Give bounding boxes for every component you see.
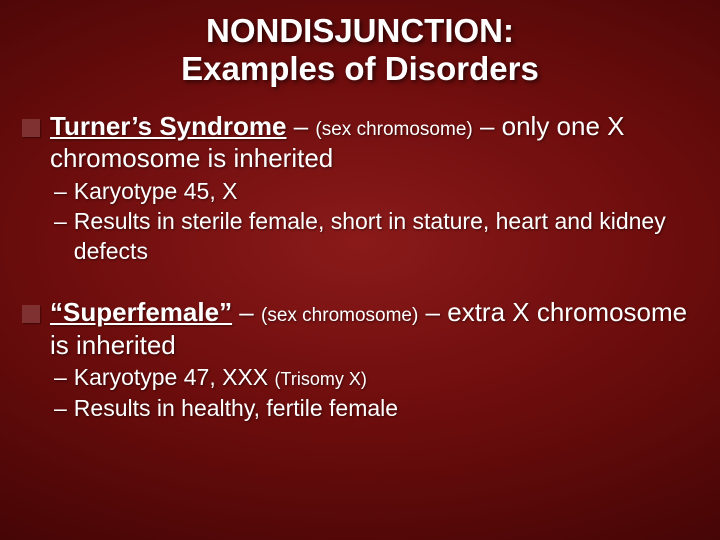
square-bullet-icon [22,305,40,323]
dash-icon: – [54,207,67,236]
note-sex-chromosome: (sex chromosome) [261,305,418,326]
title-line-2: Examples of Disorders [20,50,700,88]
slide-title: NONDISJUNCTION: Examples of Disorders [20,12,700,88]
square-bullet-icon [22,119,40,137]
sub-item: – Results in sterile female, short in st… [54,207,698,266]
sub-text-pre: Karyotype 47, XXX [74,364,275,390]
term-turners: Turner’s Syndrome [50,111,286,141]
dash: – [286,111,315,141]
bullet-turners-text: Turner’s Syndrome – (sex chromosome) – o… [50,110,698,175]
note-trisomy: (Trisomy X) [275,369,367,389]
sub-item: – Results in healthy, fertile female [54,394,698,423]
sub-list-turners: – Karyotype 45, X – Results in sterile f… [54,177,698,266]
sub-text: Results in sterile female, short in stat… [74,207,698,266]
sub-list-superfemale: – Karyotype 47, XXX (Trisomy X) – Result… [54,363,698,423]
bullet-turners: Turner’s Syndrome – (sex chromosome) – o… [22,110,698,175]
sub-item: – Karyotype 47, XXX (Trisomy X) [54,363,698,392]
dash-icon: – [54,177,67,206]
sub-text: Karyotype 47, XXX (Trisomy X) [74,363,367,392]
title-line-1: NONDISJUNCTION: [20,12,700,50]
term-superfemale: “Superfemale” [50,297,232,327]
sub-text: Results in healthy, fertile female [74,394,398,423]
slide-body: Turner’s Syndrome – (sex chromosome) – o… [20,110,700,423]
dash-icon: – [54,394,67,423]
dash: – [232,297,261,327]
dash-icon: – [54,363,67,392]
sub-item: – Karyotype 45, X [54,177,698,206]
sub-text: Karyotype 45, X [74,177,238,206]
bullet-superfemale: “Superfemale” – (sex chromosome) – extra… [22,296,698,361]
slide: NONDISJUNCTION: Examples of Disorders Tu… [0,0,720,540]
note-sex-chromosome: (sex chromosome) [315,119,472,140]
bullet-superfemale-text: “Superfemale” – (sex chromosome) – extra… [50,296,698,361]
